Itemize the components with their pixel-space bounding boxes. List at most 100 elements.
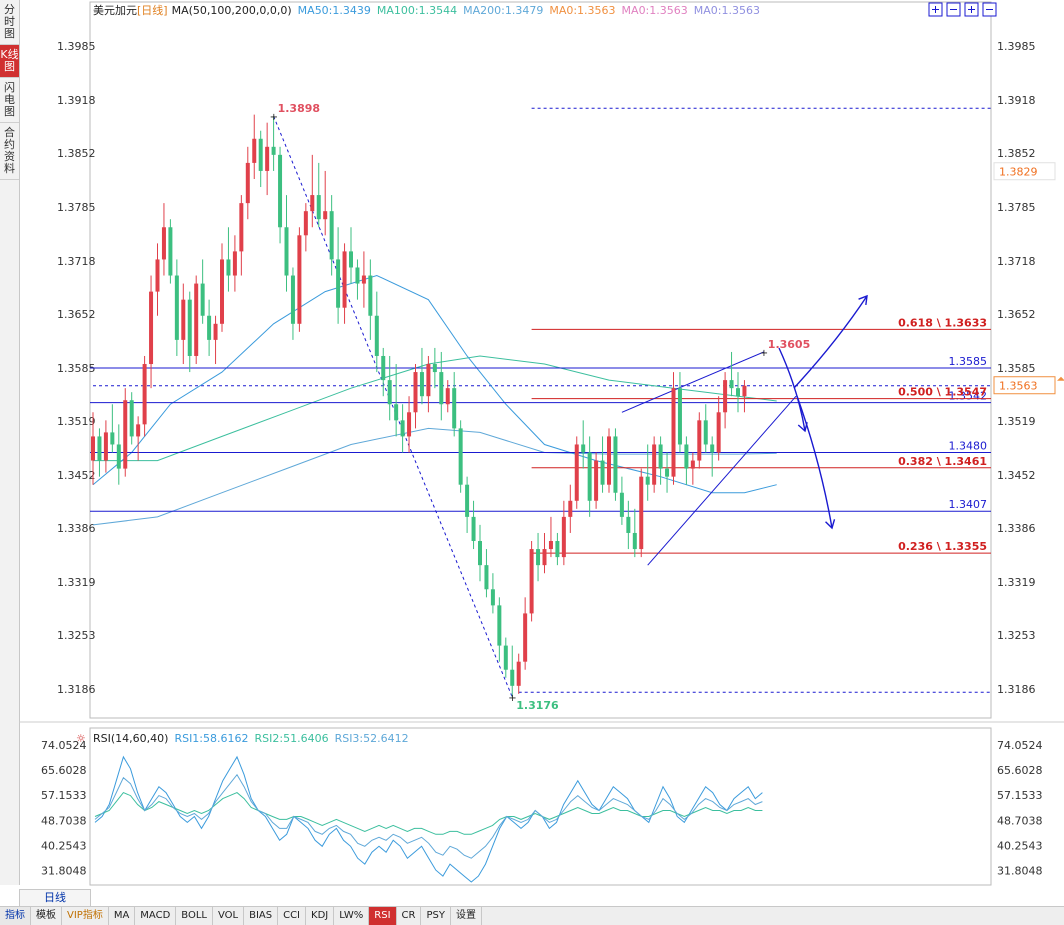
candle-body [155, 259, 160, 292]
chart-header: 美元加元[日线] MA(50,100,200,0,0,0) MA50:1.3439 M… [93, 3, 760, 17]
bottom-tab-3[interactable]: MA [109, 907, 136, 925]
y-tick-right: 1.3386 [997, 522, 1036, 535]
candle-body [478, 541, 482, 566]
ma-value-0: MA50:1.3439 [298, 4, 371, 17]
candle-body [581, 444, 586, 453]
candle-body [484, 565, 489, 590]
rsi-series-rsi2 [94, 791, 763, 835]
bottom-tab-10[interactable]: LW% [334, 907, 370, 925]
candle-body [239, 203, 244, 252]
candle-body [103, 432, 108, 461]
ma-value-1: MA100:1.3544 [377, 4, 457, 17]
candle-body [697, 420, 702, 461]
y-tick-left: 1.3386 [57, 522, 96, 535]
tab-flash[interactable]: 闪电图 [0, 78, 19, 123]
rsi-header: RSI(14,60,40) RSI1:58.6162 RSI2:51.6406 RSI… [93, 732, 409, 745]
candle-body [555, 541, 560, 558]
tab-contract-info[interactable]: 合约资料 [0, 123, 19, 180]
bottom-tab-12[interactable]: CR [397, 907, 422, 925]
candle-body [529, 549, 534, 614]
symbol-name: 美元加元 [93, 4, 137, 17]
y-tick-right: 1.3186 [997, 683, 1036, 696]
bottom-tab-1[interactable]: 模板 [31, 907, 62, 925]
bottom-tab-7[interactable]: BIAS [244, 907, 279, 925]
bottom-tab-0[interactable]: 指标 [0, 907, 31, 925]
candle-body [200, 283, 205, 316]
candle-body [523, 613, 528, 662]
candle-body [594, 460, 599, 501]
rsi-plot-frame [89, 727, 992, 886]
candle-body [232, 251, 237, 276]
extreme-label: 1.3898 [278, 102, 320, 115]
y-tick-left: 1.3718 [57, 255, 96, 268]
bottom-tab-5[interactable]: BOLL [176, 907, 213, 925]
bottom-tab-11[interactable]: RSI [369, 907, 397, 925]
candle-body [710, 444, 715, 453]
candle-body [607, 436, 611, 485]
marker-price-label: 1.3829 [999, 166, 1038, 179]
bottom-tab-6[interactable]: VOL [213, 907, 245, 925]
y-tick-right: 1.3452 [997, 469, 1036, 482]
candle-body [736, 388, 740, 397]
candle-body [452, 388, 457, 429]
candle-body [381, 355, 386, 381]
rsi-series-rsi1 [94, 755, 763, 883]
current-price-box [993, 376, 1056, 395]
candle-body [316, 195, 321, 220]
y-tick-left: 1.3519 [57, 415, 96, 428]
candle-body [574, 444, 579, 501]
candle-body [187, 299, 192, 356]
bottom-tab-4[interactable]: MACD [135, 907, 177, 925]
zoom-in-icon[interactable] [928, 2, 943, 17]
candle-body [226, 259, 231, 276]
candle-body [458, 428, 463, 485]
rsi-y-tick-right: 57.1533 [997, 789, 1043, 802]
bottom-tab-9[interactable]: KDJ [306, 907, 335, 925]
candle-body [297, 235, 302, 324]
y-tick-left: 1.3985 [57, 40, 96, 53]
bottom-tab-8[interactable]: CCI [278, 907, 307, 925]
candle-body [503, 645, 508, 670]
candle-body [465, 484, 470, 517]
bottom-tab-14[interactable]: 设置 [451, 907, 482, 925]
rsi-y-tick-right: 74.0524 [997, 739, 1043, 752]
candle-body [207, 315, 212, 340]
tab-kline[interactable]: K线图 [0, 45, 19, 78]
ma100-line [93, 355, 777, 462]
y-tick-right: 1.3785 [997, 201, 1036, 214]
level-label: 1.3542 [949, 390, 988, 403]
candle-body [626, 516, 631, 533]
candle-body [671, 388, 676, 477]
period-button[interactable]: 日线 [19, 889, 91, 907]
tab-timeshare[interactable]: 分时图 [0, 0, 19, 45]
candle-body [174, 275, 179, 340]
settings-icon[interactable] [964, 2, 979, 17]
y-tick-left: 1.3253 [57, 629, 96, 642]
candle-body [271, 146, 276, 155]
y-tick-left: 1.3186 [57, 683, 96, 696]
close-icon[interactable] [982, 2, 997, 17]
candle-body [336, 259, 341, 308]
candle-body [258, 138, 263, 171]
candle-body [439, 372, 444, 405]
rsi-y-tick-left: 31.8048 [41, 865, 87, 878]
candle-body [116, 444, 121, 469]
candle-body [568, 500, 573, 517]
candle-body [690, 460, 695, 469]
bottom-tab-13[interactable]: PSY [421, 907, 451, 925]
price-marker-icon [1057, 376, 1064, 381]
bottom-tab-2[interactable]: VIP指标 [62, 907, 109, 925]
y-tick-right: 1.3652 [997, 308, 1036, 321]
candle-body [220, 259, 224, 324]
candle-body [349, 251, 353, 268]
candle-body [181, 299, 186, 340]
candle-body [265, 146, 270, 171]
y-tick-left: 1.3785 [57, 201, 96, 214]
chart-area[interactable]: 美元加元[日线] MA(50,100,200,0,0,0) MA50:1.3439 M… [19, 0, 1064, 889]
rsi-y-tick-left: 48.7038 [41, 814, 87, 827]
candle-body [110, 432, 115, 445]
ma50-line [92, 274, 777, 494]
candle-body [245, 162, 250, 204]
candle-body [548, 541, 553, 550]
zoom-out-icon[interactable] [946, 2, 961, 17]
